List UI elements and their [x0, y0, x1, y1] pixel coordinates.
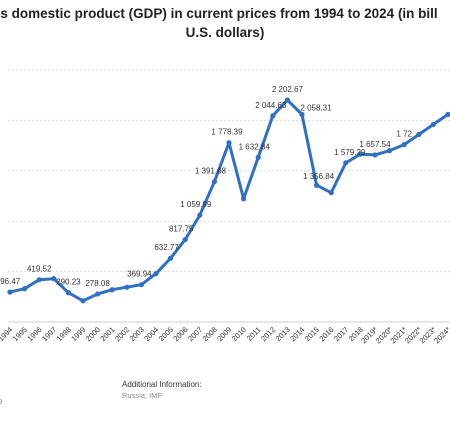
x-tick-label: 1997	[40, 325, 58, 343]
data-label: 369.94	[127, 270, 152, 279]
x-tick-label: 1999	[69, 325, 87, 343]
x-tick-label: 1996	[25, 325, 43, 343]
x-tick-label: 2009	[215, 325, 233, 343]
data-point	[387, 148, 393, 154]
grid-lines	[8, 69, 450, 323]
x-tick-label: 2005	[157, 325, 175, 343]
data-point	[211, 179, 217, 185]
data-label: 1 059.99	[180, 200, 212, 209]
x-tick-label: 2001	[98, 325, 116, 343]
source-text: Russia; IMF	[122, 391, 163, 400]
x-tick-label: 2003	[128, 325, 146, 343]
x-tick-label: 2000	[84, 325, 102, 343]
data-point	[36, 277, 42, 283]
x-tick-label: 2013	[274, 325, 292, 343]
data-label: 817.75	[169, 225, 194, 234]
additional-information-label: Additional Information:	[122, 380, 202, 389]
data-points	[7, 97, 450, 304]
x-tick-label: 2015	[303, 325, 321, 343]
data-label: 1 778.39	[211, 128, 243, 137]
data-point	[95, 291, 101, 297]
x-tick-label: 1998	[55, 325, 73, 343]
x-tick-label: 2010	[230, 325, 248, 343]
x-tick-label: 2008	[201, 325, 219, 343]
x-tick-label: 2007	[186, 325, 204, 343]
data-point	[357, 151, 363, 157]
data-point	[182, 236, 188, 243]
data-label: 290.23	[56, 278, 81, 287]
data-point	[284, 97, 290, 103]
x-tick-label: 2017	[332, 325, 350, 343]
data-labels: 296.47 419.52 290.23 278.08 369.94 632.77 817.…	[0, 85, 413, 288]
x-tick-label: 2006	[171, 325, 189, 343]
data-point	[314, 182, 320, 188]
data-point	[328, 190, 334, 196]
data-label: 1 579.29	[334, 148, 366, 157]
data-label: 2 044.63	[255, 101, 287, 110]
data-label: 278.08	[85, 279, 110, 288]
data-point	[51, 276, 57, 282]
data-point	[65, 290, 71, 296]
x-tick-labels: 1994199519961997199819992000200120022003…	[0, 325, 450, 345]
data-point	[197, 212, 203, 218]
data-point	[22, 286, 28, 292]
x-tick-label: 1995	[11, 325, 29, 343]
data-point	[401, 141, 407, 148]
x-tick-label: 2016	[317, 325, 335, 343]
chart-title-line-2: U.S. dollars)	[185, 25, 265, 40]
data-point	[241, 196, 247, 202]
data-point	[299, 111, 305, 118]
corner-text: 9	[0, 397, 3, 406]
data-point	[372, 152, 378, 158]
x-tick-label: 2002	[113, 325, 131, 343]
data-label: 2 202.67	[272, 85, 304, 94]
data-point	[343, 160, 349, 166]
data-point	[270, 113, 276, 119]
data-point	[138, 282, 144, 288]
data-label: 632.77	[154, 243, 179, 252]
data-point	[445, 111, 450, 117]
data-label: 419.52	[27, 265, 52, 274]
data-point	[168, 255, 174, 261]
data-point	[80, 298, 86, 304]
x-tick-label: 2012	[259, 325, 277, 343]
data-point	[7, 289, 13, 295]
data-point	[109, 287, 115, 293]
data-point	[430, 121, 436, 128]
data-point	[124, 284, 130, 290]
x-tick-label: 2014	[288, 325, 306, 343]
x-tick-label: 2024*	[432, 325, 450, 345]
data-label: 1 72	[396, 130, 412, 139]
data-point	[416, 131, 422, 138]
data-label: 2 058.31	[300, 104, 332, 113]
data-label: 296.47	[0, 277, 21, 286]
data-label: 1 632.84	[239, 142, 271, 151]
data-label: 1 356.84	[303, 172, 335, 181]
data-point	[226, 140, 232, 146]
chart-title-line-1: ssia: Gross domestic product (GDP) in cu…	[0, 6, 438, 21]
data-point	[153, 271, 159, 277]
data-label: 1 657.54	[359, 140, 391, 149]
x-tick-label: 2011	[245, 325, 263, 343]
data-label: 1 391.68	[195, 167, 227, 176]
data-point	[255, 154, 261, 161]
chart-title: ssia: Gross domestic product (GDP) in cu…	[0, 4, 450, 42]
x-tick-label: 2004	[142, 325, 160, 343]
